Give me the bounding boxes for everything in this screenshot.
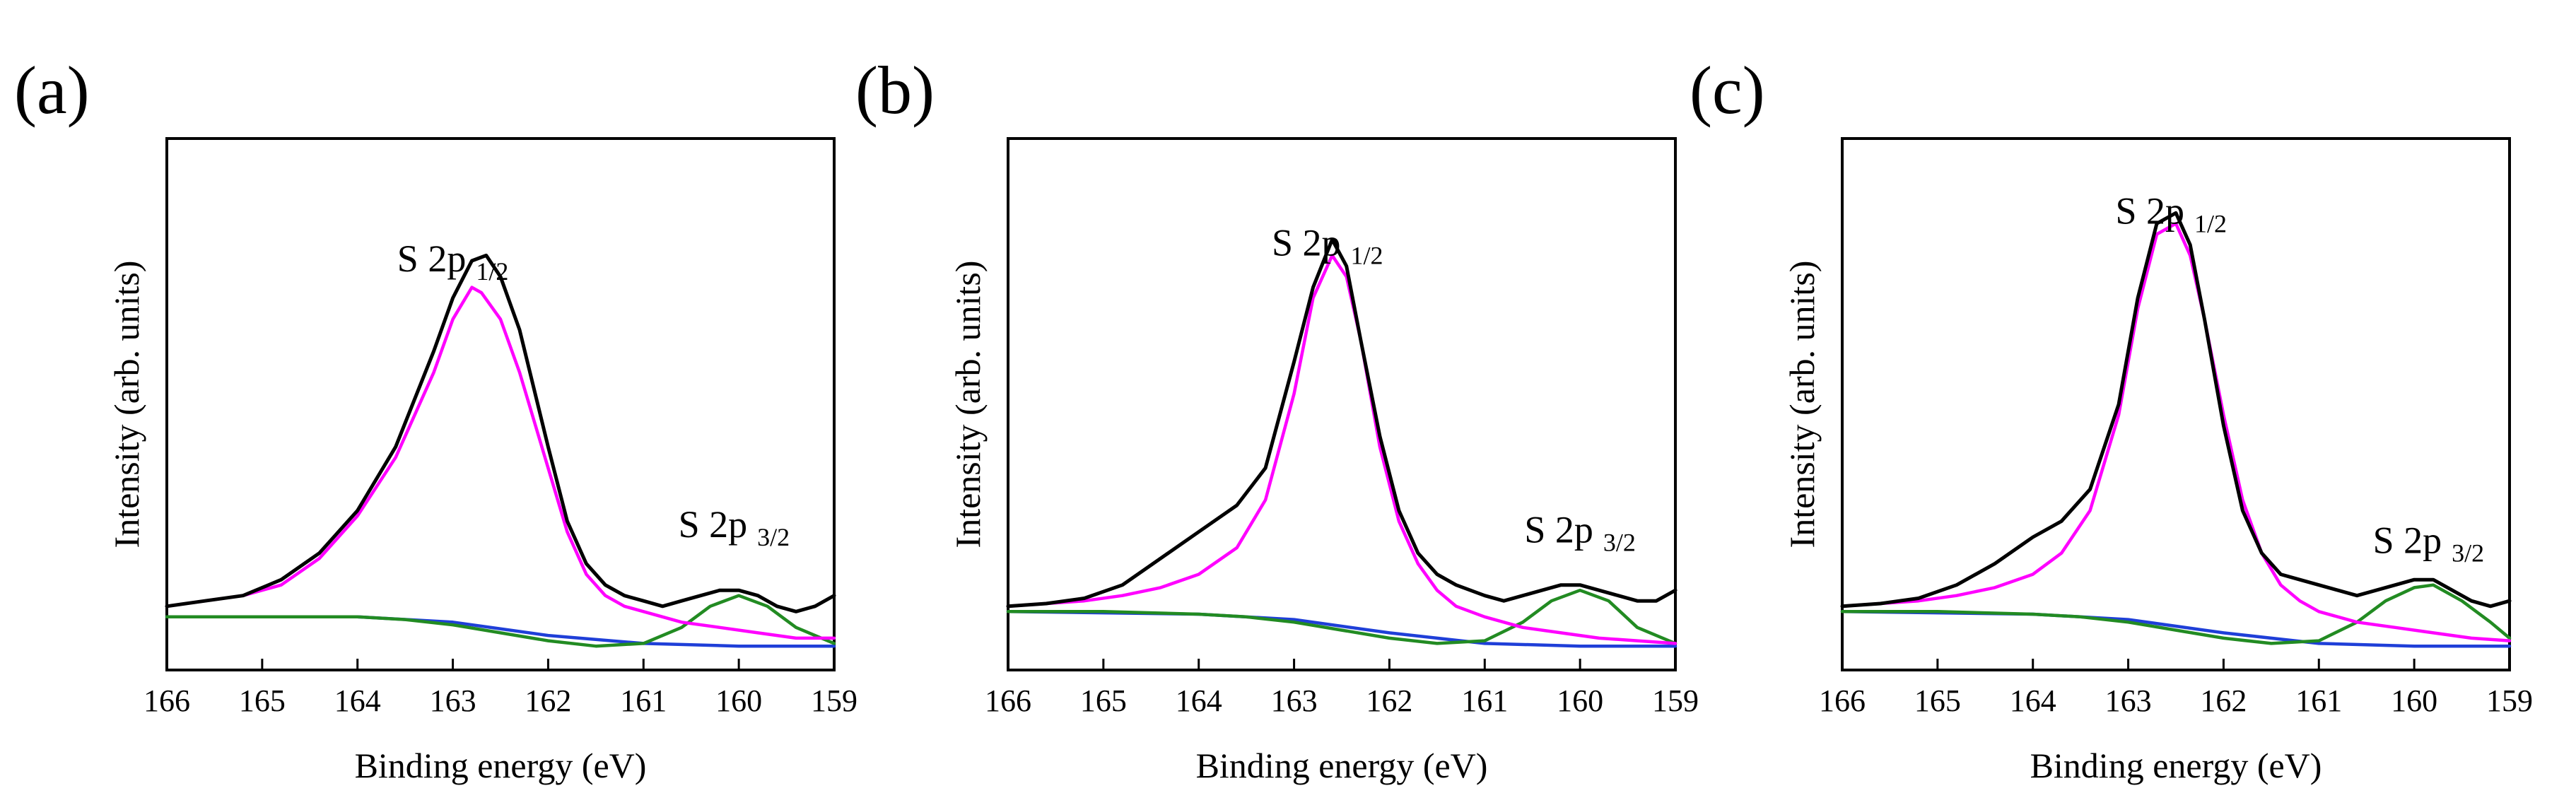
peak-label-subscript: 3/2: [757, 523, 790, 551]
x-tick-label: 161: [620, 683, 667, 718]
series-group: [1006, 237, 1678, 648]
series-line-experimental: [1006, 237, 1678, 609]
peak-annotations: S 2p 1/2 S 2p 3/2: [397, 237, 790, 551]
y-axis-title: Intensity (arb. units): [1782, 261, 1822, 548]
series-group: [165, 253, 836, 648]
x-tick-label: 164: [1176, 683, 1222, 718]
series-line-s-2p-3-2-fit: [165, 594, 836, 648]
y-axis-title: Intensity (arb. units): [948, 261, 988, 548]
x-tick-label: 159: [1652, 683, 1699, 718]
peak-label-main: S 2p: [679, 503, 748, 546]
panel-a: (a) Intensity (arb. units) Binding energ…: [14, 52, 857, 785]
series-line-s-2p-1-2-fit: [1840, 222, 2512, 642]
x-tick-label: 160: [1557, 683, 1603, 718]
panel-label: (b): [855, 52, 935, 128]
series-line-s-2p-1-2-fit: [165, 286, 836, 640]
peak-label-main: S 2p: [1524, 509, 1593, 551]
x-tick-label: 165: [1914, 683, 1961, 718]
panel-b: (b) Intensity (arb. units) Binding energ…: [855, 52, 1699, 785]
x-tick-label: 159: [2486, 683, 2533, 718]
peak-label: S 2p 1/2: [2115, 189, 2227, 237]
peak-label-subscript: 1/2: [476, 257, 508, 286]
x-tick-label: 166: [985, 683, 1031, 718]
series-line-experimental: [165, 253, 836, 613]
x-tick-label: 163: [1271, 683, 1318, 718]
x-tick-label: 161: [2295, 683, 2342, 718]
series-line-s-2p-3-2-fit: [1840, 583, 2512, 645]
peak-label-subscript: 3/2: [2452, 539, 2484, 568]
peak-label-main: S 2p: [2115, 189, 2184, 232]
x-tick-label: 164: [334, 683, 381, 718]
x-axis-title: Binding energy (eV): [2030, 746, 2322, 785]
x-ticks: 166 165 164 163 162 161 160 159: [1819, 659, 2533, 718]
peak-label: S 2p 3/2: [679, 503, 790, 551]
plot-frame: [1007, 137, 1677, 671]
series-line-s-2p-3-2-fit: [1006, 588, 1678, 645]
series-group: [1840, 211, 2512, 648]
x-ticks: 166 165 164 163 162 161 160 159: [144, 659, 857, 718]
x-tick-label: 162: [1366, 683, 1412, 718]
series-line-experimental: [1840, 211, 2512, 609]
peak-label: S 2p 1/2: [1272, 221, 1383, 269]
x-tick-label: 163: [430, 683, 476, 718]
peak-label-subscript: 3/2: [1603, 529, 1636, 557]
x-tick-label: 161: [1461, 683, 1508, 718]
peak-label: S 2p 1/2: [397, 237, 509, 286]
peak-label: S 2p 3/2: [2373, 519, 2485, 568]
x-tick-label: 165: [1080, 683, 1127, 718]
peak-label-subscript: 1/2: [2194, 209, 2227, 237]
peak-label-main: S 2p: [1272, 221, 1341, 264]
x-tick-label: 166: [1819, 683, 1866, 718]
x-axis-title: Binding energy (eV): [355, 746, 647, 785]
x-tick-label: 165: [239, 683, 286, 718]
peak-label: S 2p 3/2: [1524, 509, 1636, 557]
x-tick-label: 159: [811, 683, 857, 718]
x-axis-title: Binding energy (eV): [1196, 746, 1488, 785]
x-tick-label: 160: [2391, 683, 2437, 718]
peak-label-subscript: 1/2: [1351, 241, 1383, 269]
x-tick-label: 162: [525, 683, 571, 718]
x-tick-label: 166: [144, 683, 190, 718]
panel-label: (c): [1690, 52, 1765, 128]
plot-frame: [1841, 137, 2511, 671]
panel-label: (a): [14, 52, 90, 128]
peak-annotations: S 2p 1/2 S 2p 3/2: [2115, 189, 2484, 567]
x-ticks: 166 165 164 163 162 161 160 159: [985, 659, 1699, 718]
x-tick-label: 162: [2200, 683, 2247, 718]
peak-label-main: S 2p: [397, 237, 467, 280]
x-tick-label: 160: [715, 683, 762, 718]
panel-c: (c) Intensity (arb. units) Binding energ…: [1690, 52, 2533, 785]
peak-label-main: S 2p: [2373, 519, 2442, 562]
peak-annotations: S 2p 1/2 S 2p 3/2: [1272, 221, 1636, 556]
x-tick-label: 164: [2010, 683, 2056, 718]
x-tick-label: 163: [2105, 683, 2152, 718]
plot-frame: [165, 137, 836, 671]
y-axis-title: Intensity (arb. units): [107, 261, 146, 548]
